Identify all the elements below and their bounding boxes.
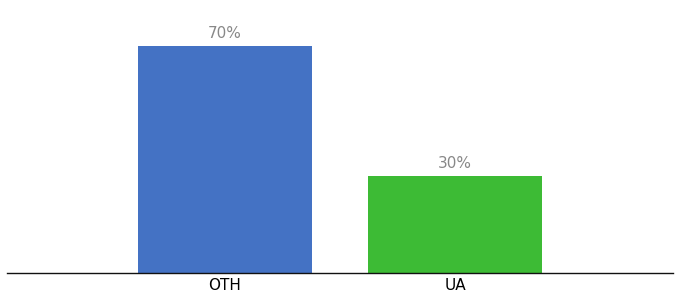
Text: 70%: 70% bbox=[208, 26, 242, 41]
Bar bbox=[137, 46, 312, 273]
Bar bbox=[368, 176, 543, 273]
Text: 30%: 30% bbox=[438, 156, 472, 171]
